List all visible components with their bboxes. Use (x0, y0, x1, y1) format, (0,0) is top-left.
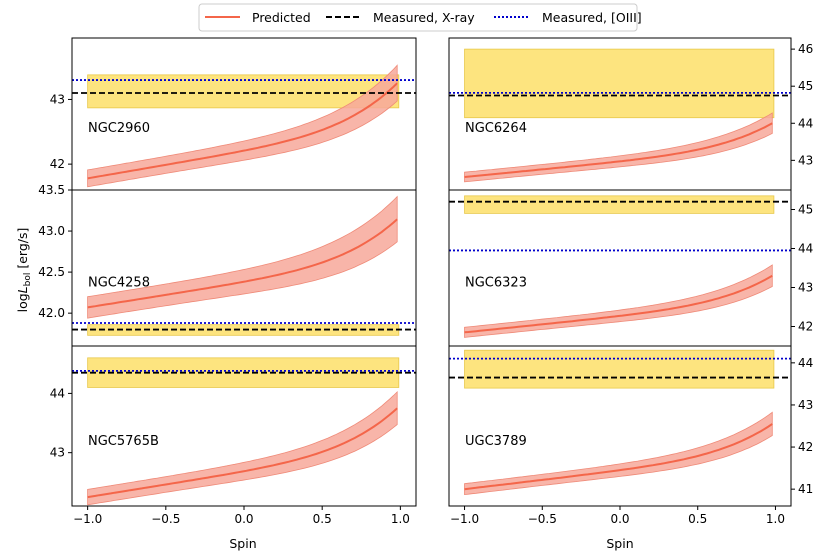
x-tick-label: 0.5 (688, 512, 707, 526)
y-tick-label: 44 (798, 116, 813, 130)
panel-ngc6323: NGC6323 42 43 44 45 (448, 189, 813, 347)
predicted-band (464, 264, 773, 338)
panel-plot-area (449, 195, 791, 338)
panels: NGC2960 42 43 NGC4258 42.0 42.5 43.0 43.5 NGC576… (38, 37, 813, 526)
y-tick-label: 42.0 (38, 306, 65, 320)
x-tick-label: 0.0 (234, 512, 253, 526)
y-axis-title-var: L (15, 286, 30, 293)
predicted-line (464, 423, 773, 491)
panel-plot-area (72, 357, 416, 506)
x-tick-label: −1.0 (73, 512, 102, 526)
panel-plot-area (449, 48, 791, 183)
y-tick-label: 43 (50, 446, 65, 460)
predicted-line (464, 122, 773, 178)
x-axis-title-left: Spin (229, 536, 256, 551)
x-tick-label: 0.0 (610, 512, 629, 526)
panel-ugc3789: UGC3789 41 42 43 44 −1.0 −0.5 0.0 0.5 1.0 (448, 345, 813, 526)
panel-ngc2960: NGC2960 42 43 (50, 37, 417, 191)
panel-ngc4258: NGC4258 42.0 42.5 43.0 43.5 (38, 183, 417, 347)
x-tick-label: 1.0 (391, 512, 410, 526)
y-tick-label: 44 (50, 386, 65, 400)
x-tick-label: −1.0 (450, 512, 479, 526)
legend-label-xray: Measured, X-ray (373, 10, 475, 25)
measured-band (464, 195, 775, 214)
measured-band (464, 349, 775, 389)
legend: Predicted Measured, X-ray Measured, [OII… (198, 3, 642, 32)
x-axis-title-right: Spin (606, 536, 633, 551)
predicted-band (87, 64, 398, 188)
y-tick-label: 42 (798, 440, 813, 454)
y-tick-label: 44 (798, 356, 813, 370)
y-tick-label: 42 (798, 320, 813, 334)
galaxy-label: NGC2960 (88, 121, 150, 136)
galaxy-label: NGC6323 (465, 276, 527, 291)
x-tick-label: 0.5 (313, 512, 332, 526)
x-tick-label: 1.0 (766, 512, 785, 526)
panel-plot-area (72, 64, 416, 188)
predicted-band (464, 411, 773, 496)
y-tick-label: 41 (798, 482, 813, 496)
y-tick-label: 43.0 (38, 224, 65, 238)
galaxy-label: UGC3789 (465, 434, 527, 449)
y-tick-label: 45 (798, 203, 813, 217)
y-tick-label: 43 (798, 153, 813, 167)
y-tick-label: 43 (798, 398, 813, 412)
galaxy-label: NGC6264 (465, 121, 527, 136)
y-tick-label: 43 (50, 92, 65, 106)
predicted-band (87, 195, 398, 319)
x-tick-label: −0.5 (151, 512, 180, 526)
predicted-band (87, 390, 398, 506)
y-tick-label: 45 (798, 79, 813, 93)
predicted-line (464, 274, 773, 334)
y-axis-title-prefix: log (15, 293, 30, 312)
legend-label-predicted: Predicted (252, 10, 311, 25)
panel-ngc5765b: NGC5765B 43 44 −1.0 −0.5 0.0 0.5 1.0 (50, 345, 417, 526)
panel-plot-area (449, 349, 791, 496)
predicted-line (87, 82, 398, 180)
y-tick-label: 42 (50, 157, 65, 171)
panel-plot-area (72, 195, 416, 336)
x-tick-label: −0.5 (528, 512, 557, 526)
y-axis-title-sub: bol (23, 273, 33, 287)
galaxy-label: NGC4258 (88, 276, 150, 291)
y-tick-label: 44 (798, 242, 813, 256)
y-tick-label: 43.5 (38, 183, 65, 197)
predicted-line (87, 218, 398, 309)
measured-band (87, 74, 400, 109)
y-tick-label: 46 (798, 42, 813, 56)
y-axis-title: logLbol [erg/s] (15, 228, 33, 313)
predicted-line (87, 407, 398, 499)
galaxy-label: NGC5765B (88, 434, 159, 449)
y-tick-label: 43 (798, 281, 813, 295)
legend-label-oiii: Measured, [OIII] (542, 10, 642, 25)
y-tick-label: 42.5 (38, 265, 65, 279)
measured-band (464, 48, 775, 119)
predicted-band (464, 112, 773, 183)
panel-ngc6264: NGC6264 43 44 45 46 (448, 37, 813, 191)
y-axis-title-unit: [erg/s] (15, 228, 30, 273)
